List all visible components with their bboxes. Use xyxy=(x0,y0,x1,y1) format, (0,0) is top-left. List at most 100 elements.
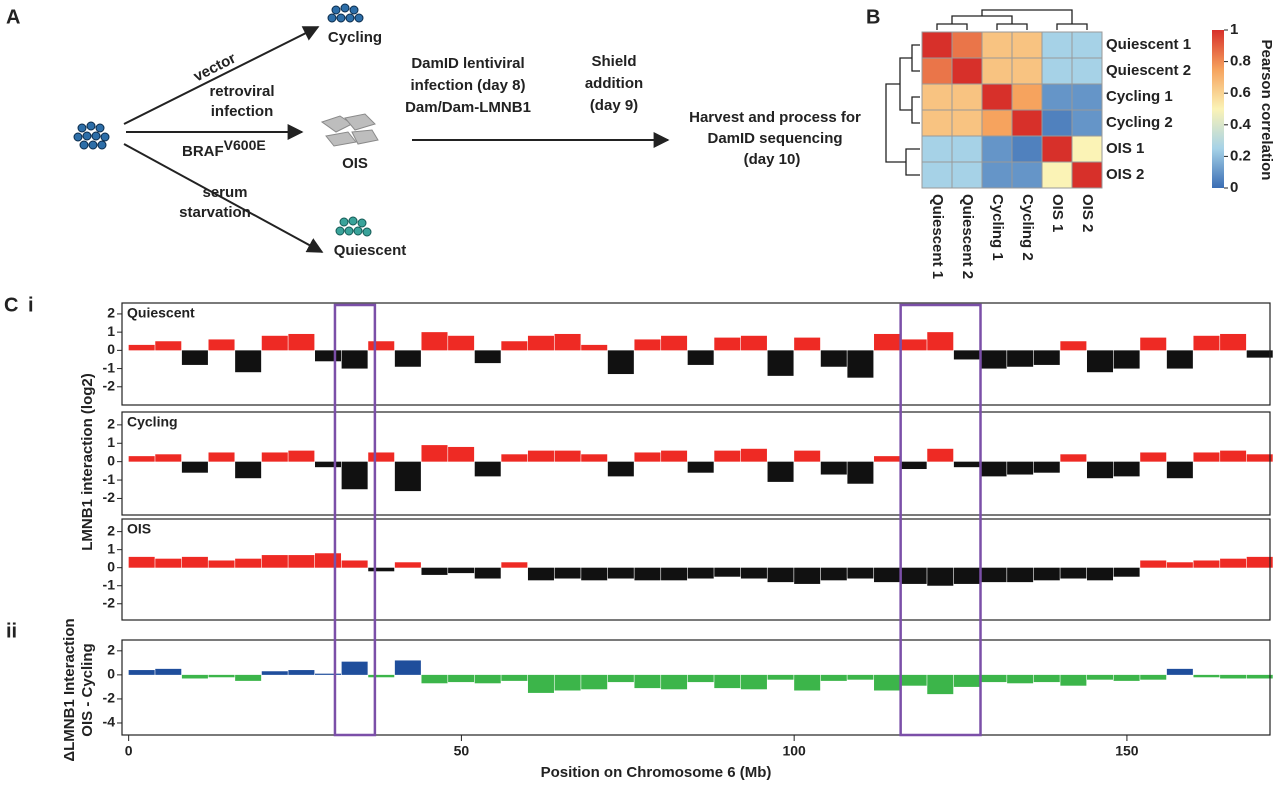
signal-bar xyxy=(368,341,395,351)
signal-bar xyxy=(1220,450,1247,462)
signal-bar xyxy=(927,332,954,351)
signal-bar xyxy=(181,674,208,679)
signal-bar xyxy=(634,567,661,581)
signal-bar xyxy=(874,567,901,583)
signal-bar xyxy=(794,450,821,462)
heatmap-cell xyxy=(1011,161,1043,189)
signal-bar xyxy=(288,450,315,462)
x-tick-label: 50 xyxy=(454,743,470,759)
heatmap-cell xyxy=(921,109,953,137)
signal-bar xyxy=(1007,567,1034,583)
signal-bar xyxy=(527,450,554,462)
arrow-label: BRAFV600E xyxy=(182,137,266,160)
column-label: OIS 2 xyxy=(1079,194,1096,232)
heatmap-cell xyxy=(921,31,953,59)
signal-bar xyxy=(820,674,847,681)
signal-bar xyxy=(448,674,475,683)
signal-bar xyxy=(421,567,448,575)
row-label: Quiescent 2 xyxy=(1106,62,1191,79)
signal-bar xyxy=(474,567,501,579)
signal-bar xyxy=(847,567,874,579)
signal-bar xyxy=(661,335,688,351)
signal-bar xyxy=(740,448,767,462)
signal-bar xyxy=(1086,350,1114,373)
signal-bar xyxy=(1140,452,1167,462)
y-tick-label: 1 xyxy=(107,540,115,556)
y-axis-label: LMNB1 interaction (log2) xyxy=(79,373,96,551)
signal-bar xyxy=(927,567,954,586)
signal-bar xyxy=(208,452,235,462)
signal-bar xyxy=(368,567,395,572)
signal-bar xyxy=(581,674,608,690)
signal-bar xyxy=(1166,461,1193,479)
signal-bar xyxy=(687,461,714,473)
signal-bar xyxy=(501,674,528,681)
signal-bar xyxy=(181,556,208,568)
signal-bar xyxy=(1220,333,1247,351)
signal-bar xyxy=(953,350,980,360)
heatmap-cell xyxy=(981,135,1013,163)
signal-bar xyxy=(394,660,421,675)
y-tick-label: -2 xyxy=(103,690,116,706)
signal-bar xyxy=(421,332,448,351)
signal-bar xyxy=(448,567,475,574)
colorbar xyxy=(1212,30,1224,188)
arrow-label: vector xyxy=(191,50,239,86)
signal-bar xyxy=(1193,335,1220,351)
signal-bar xyxy=(128,670,155,675)
line: (day 10) xyxy=(744,151,801,168)
signal-bar xyxy=(820,567,847,581)
signal-bar xyxy=(235,674,262,681)
signal-bar xyxy=(1033,350,1060,365)
signal-bar xyxy=(1113,461,1140,477)
line: Dam/Dam-LMNB1 xyxy=(405,99,531,116)
signal-bar xyxy=(155,454,182,462)
row-label: OIS 2 xyxy=(1106,166,1144,183)
signal-bar xyxy=(634,339,661,351)
heatmap-cell xyxy=(1071,135,1103,163)
signal-bar xyxy=(820,461,847,475)
signal-bar xyxy=(767,567,794,583)
y-tick-label: 0 xyxy=(107,666,115,682)
signal-bar xyxy=(1166,562,1193,568)
signal-bar xyxy=(474,461,501,477)
heatmap-cell xyxy=(1011,109,1043,137)
heatmap-cell xyxy=(1011,31,1043,59)
signal-bar xyxy=(341,350,368,369)
signal-bar xyxy=(767,674,794,680)
line: infection (day 8) xyxy=(410,77,525,94)
signal-bar xyxy=(421,445,448,462)
signal-bar xyxy=(1007,674,1034,684)
heatmap-cell xyxy=(1071,57,1103,85)
signal-bar xyxy=(261,335,288,351)
panel-label: A xyxy=(6,6,20,28)
signal-bar xyxy=(740,335,767,351)
signal-bar xyxy=(1060,567,1087,579)
signal-bar xyxy=(1086,674,1114,680)
signal-bar xyxy=(128,456,155,462)
heatmap-cell xyxy=(1011,83,1043,111)
panel-label: B xyxy=(866,6,880,28)
signal-bar xyxy=(687,567,714,579)
track-frame xyxy=(121,518,1271,621)
track-name: Cycling xyxy=(127,414,178,430)
heatmap-cell xyxy=(1071,83,1103,111)
signal-bar xyxy=(235,461,262,479)
y-tick-label: 0 xyxy=(107,341,115,357)
heatmap-cell xyxy=(921,57,953,85)
heatmap-cell xyxy=(951,161,983,189)
y-tick-label: -2 xyxy=(103,594,116,610)
signal-bar xyxy=(261,671,288,675)
signal-bar xyxy=(341,560,368,568)
signal-bar xyxy=(581,344,608,351)
signal-bar xyxy=(288,670,315,675)
signal-bar xyxy=(874,456,901,462)
row-label: Cycling 2 xyxy=(1106,114,1173,131)
heatmap-cell xyxy=(951,57,983,85)
signal-bar xyxy=(527,674,554,693)
colorbar-label: Pearson correlation xyxy=(1258,40,1275,181)
signal-bar xyxy=(235,558,262,568)
y-tick-label: 1 xyxy=(107,434,115,450)
colorbar-tick-label: 0.6 xyxy=(1230,84,1251,101)
cell-cluster xyxy=(73,121,110,150)
